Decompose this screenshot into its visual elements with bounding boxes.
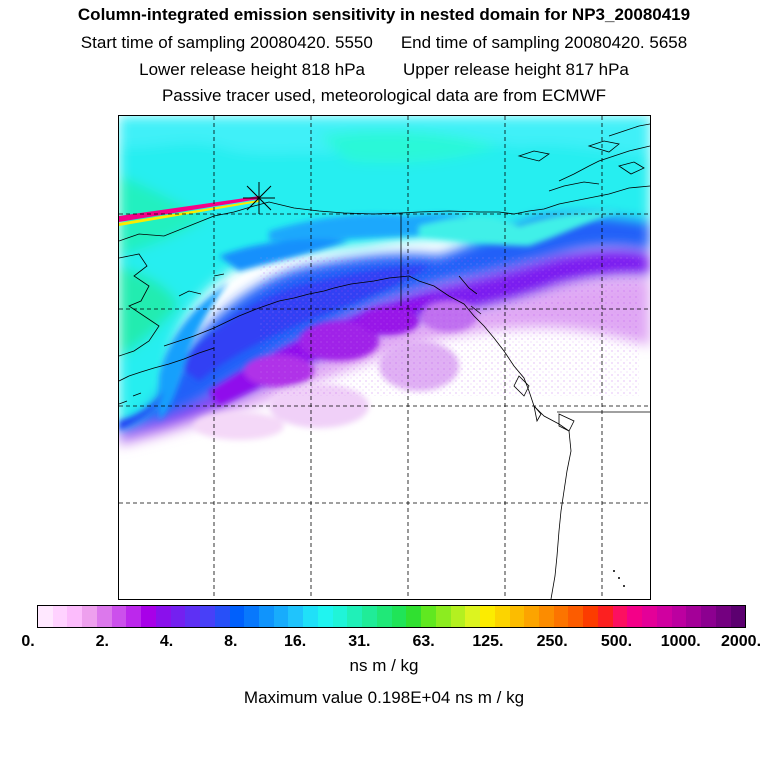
colorbar-swatch (538, 606, 554, 627)
colorbar-tick-labels: 0. 2. 4. 8. 16. 31. 63. 125. 250. 500. 1000. 2000. (0, 633, 768, 655)
colorbar-swatch (391, 606, 407, 627)
colorbar-tick-label: 63. (412, 633, 435, 650)
colorbar-tick-label: 125. (472, 633, 504, 650)
release-height-row: Lower release height 818 hPa Upper releas… (0, 60, 768, 80)
receptor-star-marker (243, 182, 275, 214)
colorbar-swatch (686, 606, 702, 627)
colorbar-swatch (362, 606, 377, 627)
colorbar-swatch (671, 606, 687, 627)
colorbar-swatch (288, 606, 304, 627)
colorbar-swatch (347, 606, 363, 627)
colorbar (37, 605, 746, 628)
colorbar-swatch (597, 606, 613, 627)
colorbar-swatch (435, 606, 451, 627)
colorbar-tick-label: 31. (348, 633, 371, 650)
colorbar-tick-label: 8. (224, 633, 238, 650)
colorbar-swatch (656, 606, 672, 627)
colorbar-swatch (317, 606, 333, 627)
colorbar-swatch (38, 606, 53, 627)
colorbar-swatch (141, 606, 156, 627)
colorbar-swatch (126, 606, 142, 627)
colorbar-swatch (642, 606, 657, 627)
colorbar-swatch (82, 606, 97, 627)
colorbar-swatch (406, 606, 422, 627)
colorbar-swatch (200, 606, 215, 627)
colorbar-swatch (259, 606, 274, 627)
colorbar-swatch (214, 606, 230, 627)
colorbar-swatch (376, 606, 392, 627)
lower-release-label: Lower release height 818 hPa (139, 60, 365, 79)
colorbar-units: ns m / kg (349, 656, 419, 675)
plume-core-streak (119, 196, 259, 222)
end-time-label: End time of sampling 20080420. 5658 (400, 33, 688, 52)
colorbar-swatch (715, 606, 731, 627)
colorbar-swatch (244, 606, 260, 627)
colorbar-swatch (52, 606, 68, 627)
colorbar-swatch (701, 606, 716, 627)
graticule (119, 116, 650, 599)
colorbar-swatch (612, 606, 628, 627)
maximum-value-label: Maximum value 0.198E+04 ns m / kg (243, 688, 525, 707)
colorbar-swatch (273, 606, 289, 627)
colorbar-swatch (96, 606, 112, 627)
colorbar-swatch (494, 606, 510, 627)
colorbar-swatch (421, 606, 436, 627)
start-time-label: Start time of sampling 20080420. 5550 (80, 33, 373, 52)
colorbar-swatch (730, 606, 746, 627)
sensitivity-map (118, 115, 651, 600)
colorbar-tick-label: 0. (21, 633, 35, 650)
colorbar-swatch (111, 606, 127, 627)
colorbar-swatch (480, 606, 495, 627)
colorbar-tick-label: 4. (159, 633, 174, 650)
colorbar-swatch (568, 606, 584, 627)
upper-release-label: Upper release height 817 hPa (403, 60, 629, 79)
tracer-info: Passive tracer used, meteorological data… (161, 86, 607, 105)
colorbar-swatch (332, 606, 348, 627)
colorbar-swatch (185, 606, 201, 627)
chart-title: Column-integrated emission sensitivity i… (77, 5, 691, 24)
colorbar-swatch (229, 606, 245, 627)
colorbar-swatch (583, 606, 598, 627)
sampling-time-row: Start time of sampling 20080420. 5550 End… (0, 33, 768, 53)
colorbar-swatch (450, 606, 466, 627)
colorbar-swatch (524, 606, 539, 627)
colorbar-tick-label: 500. (600, 633, 633, 650)
map-canvas (119, 116, 650, 599)
map-dots (613, 570, 625, 587)
colorbar-tick-label: 1000. (660, 633, 701, 650)
colorbar-swatch (465, 606, 481, 627)
colorbar-tick-label: 16. (283, 633, 307, 650)
colorbar-swatch (303, 606, 318, 627)
colorbar-tick-label: 2000. (720, 633, 762, 650)
colorbar-tick-label: 250. (536, 633, 568, 650)
colorbar-swatch (627, 606, 643, 627)
colorbar-swatch (170, 606, 186, 627)
colorbar-swatch (155, 606, 171, 627)
colorbar-tick-label: 2. (95, 633, 109, 650)
colorbar-swatch (509, 606, 525, 627)
colorbar-swatch (553, 606, 569, 627)
colorbar-swatch (67, 606, 83, 627)
